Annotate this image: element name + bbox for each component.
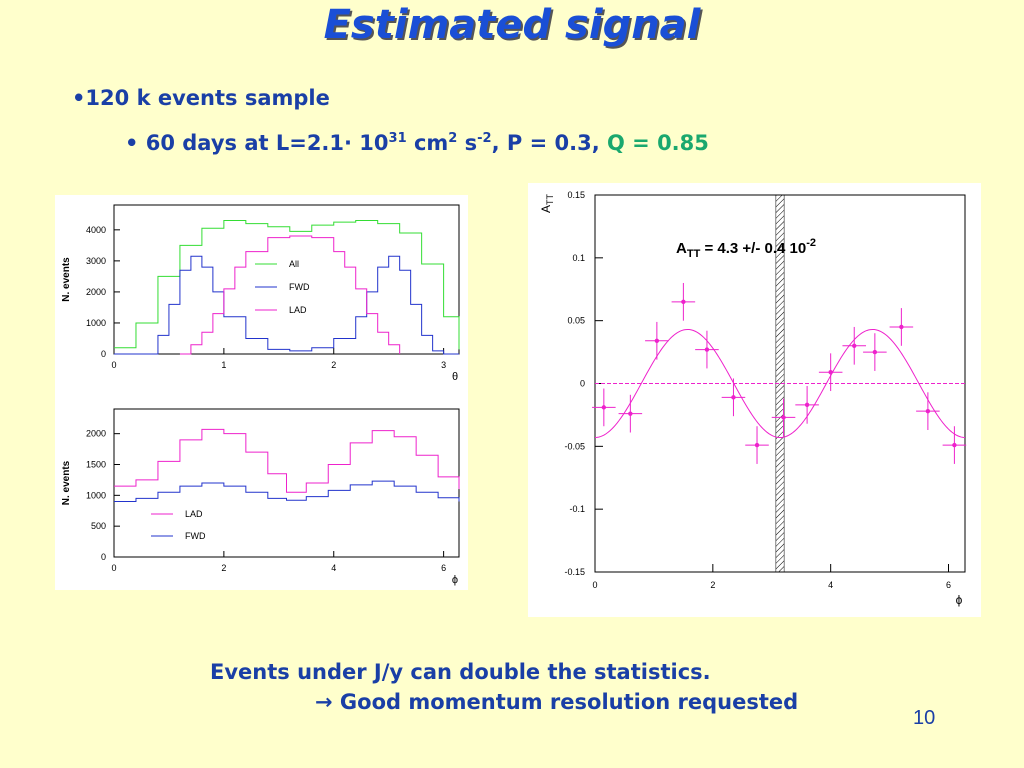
fit-result-annotation: ATT = 4.3 +/- 0.4 10-2 [676, 237, 816, 260]
data-point [731, 395, 736, 400]
legend-label-fwd: FWD [185, 531, 206, 541]
y-tick-label: 1500 [86, 460, 106, 470]
left-histogram-panel: 0 1000 2000 3000 4000 0 1 2 3 N. events θ All FWD LAD… [55, 195, 468, 590]
y-tick-label: 0.1 [572, 253, 585, 263]
x-tick-label: 6 [946, 580, 951, 590]
bullet2-q: Q = 0.85 [607, 131, 709, 155]
data-point [852, 343, 857, 348]
footer-statistics: Events under J/y can double the statisti… [210, 660, 711, 684]
data-point [681, 299, 686, 305]
bullet2-cm: cm [406, 131, 449, 155]
y-tick-label: 0 [101, 552, 106, 562]
x-tick-label: 4 [828, 580, 833, 590]
bullet2-exp-minus2: -2 [477, 131, 492, 146]
x-tick-label: 0 [111, 563, 116, 573]
plot-frame [113, 204, 460, 355]
data-point [952, 442, 957, 448]
legend-label-all: All [289, 259, 299, 269]
x-axis-label: ϕ [452, 574, 458, 586]
fit-result-sup: -2 [806, 237, 816, 249]
y-tick-label: 3000 [86, 256, 106, 266]
y-tick-label: -0.1 [569, 504, 585, 514]
data-point [899, 324, 904, 330]
phi-histogram: 0 500 1000 1500 2000 0 2 4 6 N. events ϕ LAD FWD [61, 408, 460, 586]
y-tick-label: 0 [580, 379, 585, 389]
y-tick-label: 0.15 [567, 190, 585, 200]
y-tick-label: 2000 [86, 429, 106, 439]
y-tick-label: 0.05 [567, 316, 585, 326]
footer-resolution-text: Good momentum resolution requested [332, 690, 799, 714]
y-tick-label: -0.15 [564, 567, 585, 577]
x-tick-label: 1 [221, 360, 226, 370]
fit-result-sub: TT [687, 248, 701, 260]
legend-label-lad: LAD [185, 509, 203, 519]
data-point [872, 349, 878, 355]
x-axis-label: ϕ [956, 593, 963, 607]
fit-result-value: = 4.3 +/- 0.4 10 [700, 240, 806, 257]
page-number: 10 [913, 707, 936, 729]
slide-title: Estimated signal [323, 2, 701, 48]
bullet-luminosity: • 60 days at L=2.1· 1031 cm2 s-2, P = 0.… [125, 131, 709, 155]
fit-result-a: A [676, 240, 687, 257]
x-tick-label: 0 [111, 360, 116, 370]
theta-histogram: 0 1000 2000 3000 4000 0 1 2 3 N. events θ All FWD LAD [61, 204, 460, 383]
y-axis-label-sub: TT [545, 193, 555, 204]
data-point [781, 415, 786, 420]
series-fwd-line [114, 255, 459, 355]
data-point [828, 369, 833, 375]
y-axis-label: N. events [61, 257, 72, 302]
legend-label-fwd: FWD [289, 282, 310, 292]
series-lad-line [179, 235, 401, 355]
y-tick-label: 1000 [86, 490, 106, 500]
y-tick-label: -0.05 [564, 441, 585, 451]
bullet2-p: , P = 0.3, [491, 131, 607, 155]
right-asymmetry-panel: -0.15 -0.1 -0.05 0 0.05 0.1 0.15 0 2 4 6 ATT ϕ ATT = … [528, 183, 981, 617]
y-tick-label: 1000 [86, 318, 106, 328]
data-point [628, 411, 633, 416]
y-axis-label-main: A [539, 205, 553, 213]
x-tick-label: 6 [441, 563, 446, 573]
bullet2-text: • 60 days at L=2.1· 10 [125, 131, 389, 155]
y-tick-label: 4000 [86, 225, 106, 235]
series-all-line [114, 220, 460, 350]
series-lad-line [114, 428, 460, 493]
series-fwd-line [114, 480, 460, 502]
data-point [925, 408, 931, 414]
data-point [654, 338, 660, 343]
x-axis-label: θ [452, 371, 458, 383]
data-point [754, 442, 760, 448]
x-tick-label: 2 [221, 563, 226, 573]
x-tick-label: 2 [710, 580, 715, 590]
x-tick-label: 2 [331, 360, 336, 370]
footer-resolution: → Good momentum resolution requested [315, 690, 798, 714]
y-axis-label: N. events [61, 460, 72, 505]
arrow-icon: → [315, 690, 333, 714]
bullet2-exp-31: 31 [388, 131, 407, 146]
data-point [601, 405, 607, 410]
bullet-events-sample: •120 k events sample [72, 86, 330, 110]
y-tick-label: 0 [101, 349, 106, 359]
y-axis-label: ATT [539, 193, 555, 213]
x-tick-label: 0 [592, 580, 597, 590]
x-tick-label: 4 [331, 563, 336, 573]
bullet2-exp-2: 2 [448, 131, 458, 146]
y-tick-label: 500 [91, 521, 106, 531]
data-point [804, 402, 810, 408]
x-tick-label: 3 [441, 360, 446, 370]
data-point [704, 347, 710, 352]
y-tick-label: 2000 [86, 287, 106, 297]
legend-label-lad: LAD [289, 305, 307, 315]
bullet2-s: s [457, 131, 478, 155]
